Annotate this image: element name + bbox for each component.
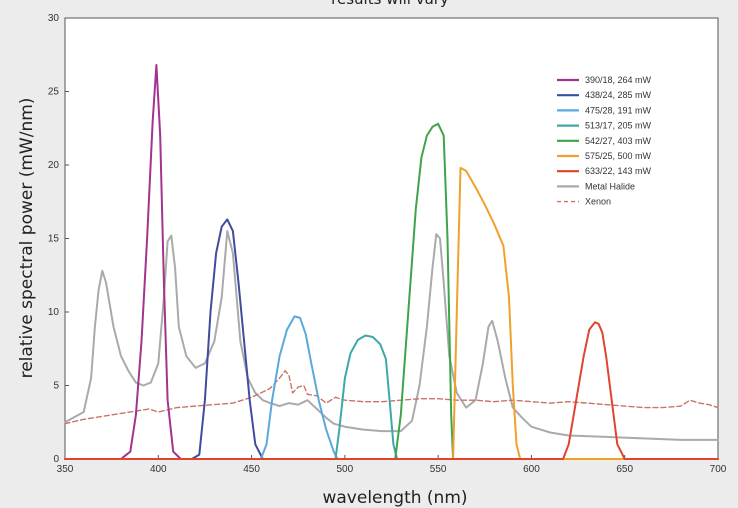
- legend-label: 390/18, 264 mW: [585, 75, 652, 85]
- legend-label: 513/17, 205 mW: [585, 121, 652, 131]
- x-tick-label: 450: [243, 464, 260, 475]
- x-axis-label: wavelength (nm): [322, 488, 467, 508]
- legend-label: Xenon: [585, 197, 611, 207]
- x-tick-label: 700: [710, 464, 727, 475]
- y-axis-label: relative spectral power (mW/nm): [17, 98, 37, 379]
- legend-label: 438/24, 285 mW: [585, 90, 652, 100]
- series-line-513-17-205-mw: [64, 334, 719, 460]
- x-tick-label: 600: [523, 464, 540, 475]
- legend-label: 575/25, 500 mW: [585, 151, 652, 161]
- legend-label: 542/27, 403 mW: [585, 136, 652, 146]
- y-tick-label: 25: [48, 87, 60, 98]
- chart-title: results will vary: [331, 0, 449, 8]
- legend: 390/18, 264 mW 438/24, 285 mW 475/28, 191 …: [557, 75, 652, 207]
- series-line-633-22-143-mw: [64, 321, 719, 460]
- y-tick-label: 0: [53, 454, 59, 465]
- series-line-542-27-403-mw: [64, 122, 719, 460]
- series-layer: [64, 64, 719, 460]
- series-line-475-28-191-mw: [64, 315, 719, 460]
- y-tick-label: 20: [48, 160, 60, 171]
- legend-label: 633/22, 143 mW: [585, 166, 652, 176]
- y-tick-label: 30: [48, 13, 60, 24]
- y-tick-label: 15: [48, 234, 60, 245]
- series-line-438-24-285-mw: [64, 218, 719, 460]
- series-line-metal-halide: [64, 230, 719, 441]
- x-tick-label: 500: [337, 464, 354, 475]
- series-line-390-18-264-mw: [64, 64, 719, 460]
- legend-label: Metal Halide: [585, 181, 635, 191]
- x-tick-label: 650: [616, 464, 633, 475]
- series-line-575-25-500-mw: [64, 166, 719, 460]
- y-tick-label: 10: [48, 307, 60, 318]
- series-line-xenon: [64, 370, 719, 425]
- legend-label: 475/28, 191 mW: [585, 105, 652, 115]
- x-tick-label: 400: [150, 464, 167, 475]
- x-tick-label: 550: [430, 464, 447, 475]
- x-tick-label: 350: [57, 464, 74, 475]
- y-tick-label: 5: [53, 381, 59, 392]
